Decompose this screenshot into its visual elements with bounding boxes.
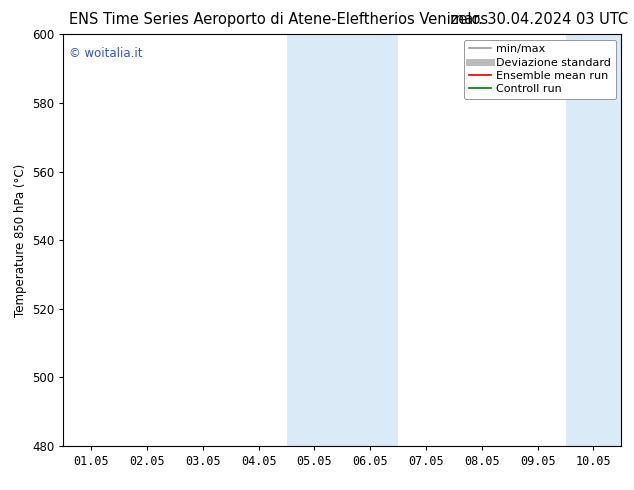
Bar — [287, 34, 398, 446]
Text: mar. 30.04.2024 03 UTC: mar. 30.04.2024 03 UTC — [450, 12, 628, 27]
Bar — [566, 34, 621, 446]
Text: ENS Time Series Aeroporto di Atene-Eleftherios Venizelos: ENS Time Series Aeroporto di Atene-Eleft… — [69, 12, 489, 27]
Legend: min/max, Deviazione standard, Ensemble mean run, Controll run: min/max, Deviazione standard, Ensemble m… — [464, 40, 616, 99]
Text: © woitalia.it: © woitalia.it — [69, 47, 143, 60]
Y-axis label: Temperature 850 hPa (°C): Temperature 850 hPa (°C) — [13, 164, 27, 317]
